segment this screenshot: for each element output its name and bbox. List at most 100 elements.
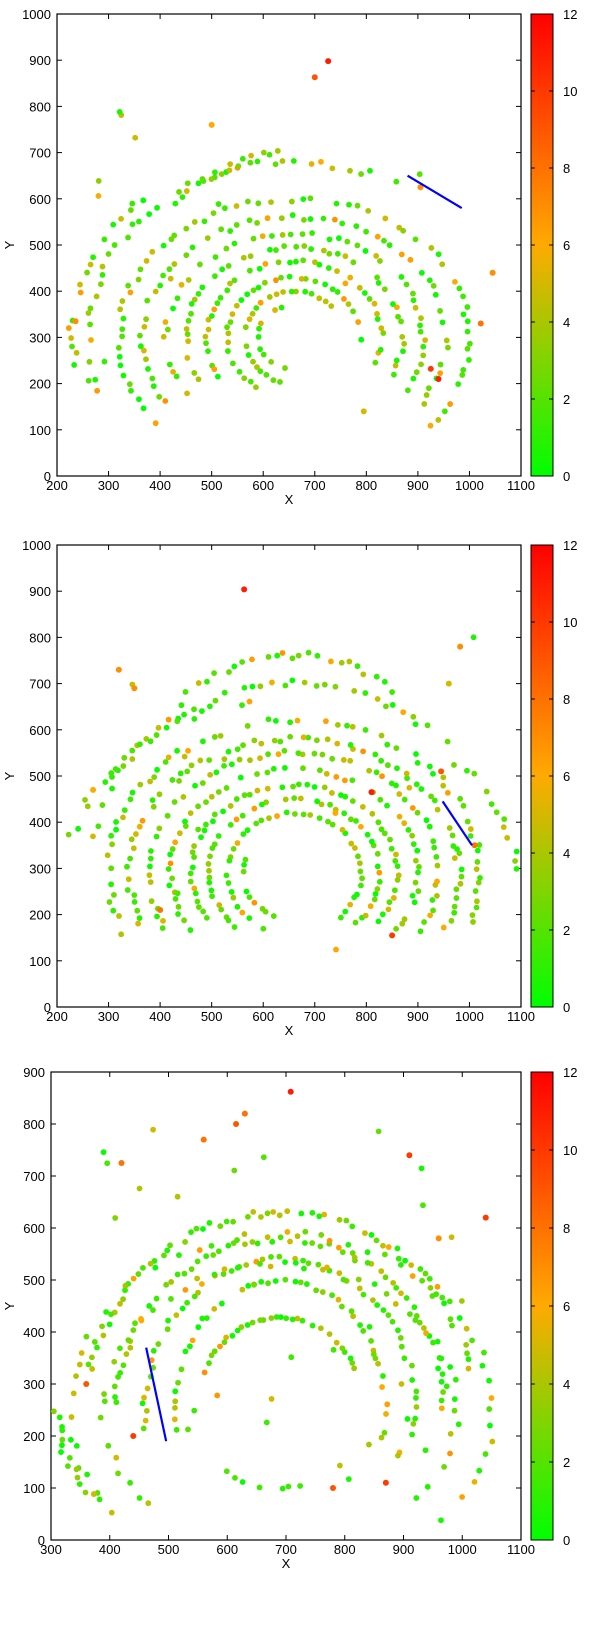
- data-point: [399, 333, 406, 340]
- data-point: [487, 1422, 493, 1429]
- data-point: [447, 1450, 453, 1457]
- colorbar-tick-label: 8: [563, 692, 570, 707]
- data-point: [149, 375, 156, 382]
- data-point: [457, 880, 464, 887]
- data-point: [365, 207, 372, 214]
- data-point: [184, 331, 191, 338]
- highlight-point: [477, 320, 484, 327]
- data-point: [84, 803, 91, 810]
- data-point: [164, 812, 171, 819]
- highlight-point: [360, 408, 367, 415]
- data-point: [156, 393, 163, 400]
- data-point: [224, 287, 231, 294]
- data-point: [427, 1284, 434, 1291]
- data-point: [417, 322, 423, 329]
- data-point: [440, 1389, 446, 1395]
- data-point: [501, 816, 508, 822]
- x-tick-label: 500: [201, 1009, 223, 1024]
- data-point: [302, 1228, 309, 1235]
- data-point: [251, 899, 258, 906]
- data-point: [84, 1471, 91, 1478]
- data-point: [403, 1295, 410, 1301]
- data-point: [183, 326, 190, 332]
- data-point: [168, 1279, 175, 1285]
- data-point: [464, 767, 470, 774]
- data-point: [231, 924, 238, 930]
- data-point: [326, 1237, 333, 1244]
- data-point: [434, 1283, 441, 1290]
- data-point: [300, 811, 307, 818]
- data-point: [136, 1495, 143, 1501]
- data-point: [123, 1351, 130, 1358]
- data-point: [337, 914, 344, 921]
- data-point: [372, 359, 379, 366]
- data-point: [85, 310, 92, 316]
- data-point: [118, 931, 125, 938]
- data-point: [91, 1339, 98, 1345]
- colorbar-tick-label: 6: [563, 238, 570, 253]
- data-point: [357, 868, 364, 875]
- data-point: [292, 1278, 299, 1285]
- data-point: [395, 872, 402, 879]
- data-point: [90, 254, 96, 261]
- data-point: [289, 1316, 296, 1323]
- data-point: [345, 1476, 352, 1483]
- data-point: [205, 861, 212, 867]
- data-point: [85, 377, 92, 384]
- data-point: [199, 284, 206, 291]
- data-point: [318, 1232, 325, 1238]
- data-point: [201, 1369, 208, 1376]
- data-point: [414, 847, 421, 854]
- data-point: [298, 275, 305, 282]
- data-point: [247, 159, 254, 166]
- data-point: [88, 337, 94, 343]
- data-point: [221, 689, 228, 696]
- data-point: [209, 893, 215, 900]
- data-point: [279, 784, 286, 791]
- data-point: [236, 368, 243, 375]
- data-point: [241, 792, 248, 799]
- data-point: [152, 420, 159, 427]
- data-point: [167, 860, 174, 867]
- highlight-point: [489, 269, 496, 276]
- data-point: [155, 1341, 162, 1347]
- fit-line: [145, 1347, 168, 1442]
- data-point: [434, 1338, 441, 1345]
- data-point: [140, 405, 147, 412]
- data-point: [426, 277, 433, 284]
- data-point: [111, 891, 117, 898]
- data-point: [290, 158, 297, 164]
- data-point: [203, 799, 209, 806]
- data-point: [165, 716, 172, 723]
- data-point: [346, 658, 353, 665]
- data-point: [476, 1467, 483, 1474]
- data-point: [401, 916, 408, 923]
- data-point: [309, 1209, 316, 1216]
- data-point: [121, 754, 128, 761]
- data-point: [361, 290, 368, 296]
- data-point: [73, 349, 80, 356]
- data-point: [276, 1212, 283, 1219]
- data-point: [489, 1438, 496, 1445]
- data-point: [324, 1264, 330, 1271]
- data-point: [214, 373, 221, 380]
- x-tick-label: 400: [99, 1542, 121, 1557]
- data-point: [273, 1314, 280, 1320]
- data-point: [433, 853, 440, 860]
- data-point: [389, 702, 396, 708]
- data-point: [101, 236, 108, 243]
- colorbar-tick-label: 4: [563, 846, 570, 861]
- data-point: [472, 888, 479, 894]
- data-point: [125, 234, 131, 241]
- data-point: [471, 770, 478, 777]
- data-point: [187, 927, 194, 933]
- data-point: [444, 789, 451, 796]
- data-point: [181, 917, 187, 924]
- data-point: [334, 740, 341, 747]
- data-point: [318, 801, 325, 808]
- data-point: [349, 1360, 356, 1366]
- y-tick-label: 300: [29, 330, 51, 345]
- data-point: [234, 903, 241, 910]
- data-point: [300, 196, 307, 203]
- data-point: [225, 1242, 232, 1249]
